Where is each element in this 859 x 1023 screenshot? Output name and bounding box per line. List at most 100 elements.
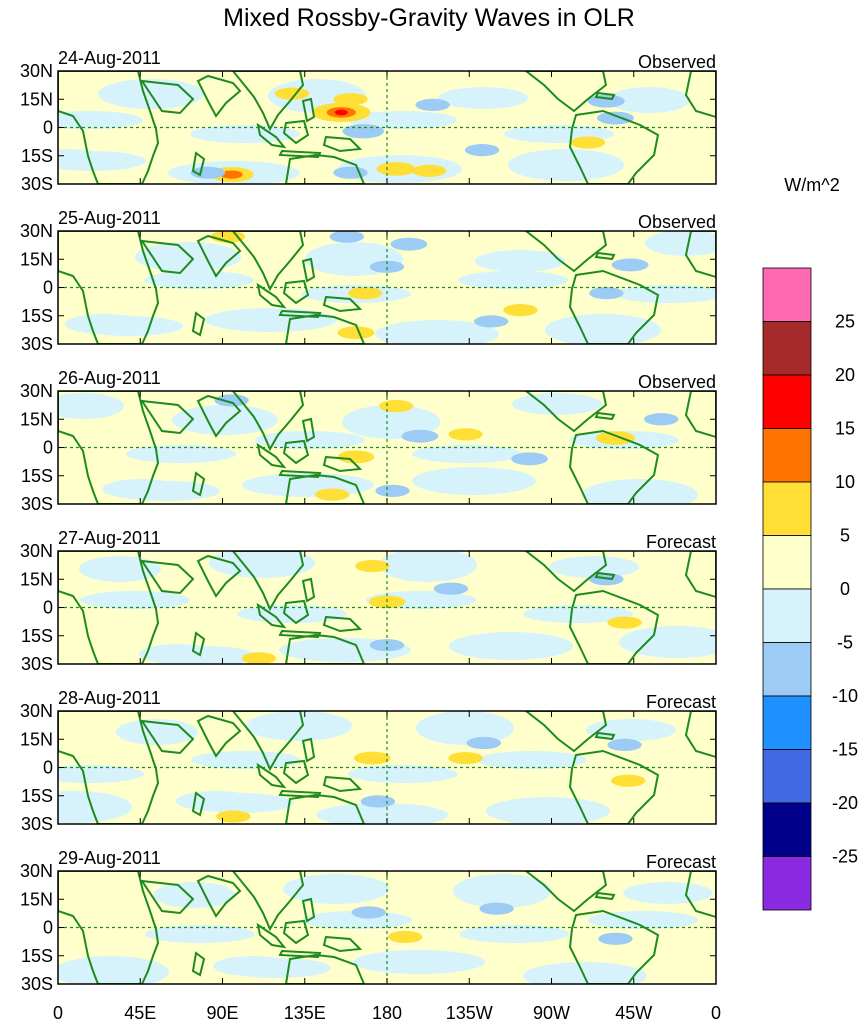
negative-zone — [416, 711, 514, 745]
negative-zone — [348, 765, 458, 783]
y-tick-label: 0 — [43, 278, 53, 298]
negative-zone — [549, 556, 639, 578]
negative-zone — [126, 445, 236, 463]
x-tick-label: 180 — [372, 1003, 402, 1023]
map-panel: 25-Aug-2011 Observed 30N 15N 0 15S 30S — [20, 208, 717, 354]
olr-anomaly — [473, 315, 509, 328]
negative-zone — [58, 151, 146, 171]
colorbar-label: -10 — [832, 686, 858, 706]
map-panel: 24-Aug-2011 Observed 30N 15N 0 15S 30S — [20, 48, 717, 194]
colorbar-label: 10 — [835, 472, 855, 492]
negative-zone — [375, 320, 499, 344]
panel-date: 28-Aug-2011 — [58, 688, 161, 708]
x-tick-label: 135E — [284, 1003, 326, 1023]
negative-zone — [58, 791, 132, 823]
olr-anomaly — [378, 399, 414, 413]
colorbar-swatch — [762, 642, 812, 697]
y-tick-label: 30N — [20, 701, 53, 721]
olr-anomaly — [595, 431, 636, 445]
map-panel: 29-Aug-2011 Forecast 30N 15N 0 15S 30S — [20, 848, 717, 994]
olr-anomaly — [388, 930, 423, 944]
olr-anomaly — [503, 304, 538, 317]
olr-anomaly — [607, 738, 642, 751]
y-tick-label: 15N — [20, 729, 53, 749]
negative-zone — [153, 882, 235, 908]
y-tick-label: 30S — [21, 334, 53, 354]
olr-anomaly — [611, 258, 649, 272]
panel-kind: Forecast — [646, 852, 716, 872]
panel-kind: Forecast — [646, 692, 716, 712]
negative-zone — [80, 591, 190, 609]
colorbar-label: -20 — [832, 793, 858, 813]
y-tick-label: 15N — [20, 889, 53, 909]
olr-anomaly — [448, 428, 483, 441]
negative-zone — [615, 285, 716, 303]
olr-anomaly — [587, 94, 625, 108]
olr-anomaly — [401, 429, 439, 443]
panel-kind: Observed — [638, 212, 716, 232]
olr-anomaly — [570, 136, 606, 149]
olr-anomaly — [607, 616, 642, 629]
y-tick-label: 15N — [20, 89, 53, 109]
olr-anomaly — [511, 452, 548, 466]
x-tick-label: 0 — [53, 1003, 63, 1023]
colorbar-swatch — [762, 267, 812, 322]
colorbar-swatch — [762, 749, 812, 804]
negative-zone — [144, 271, 254, 289]
olr-anomaly — [216, 810, 251, 823]
panel-date: 29-Aug-2011 — [58, 848, 161, 868]
negative-zone — [149, 646, 257, 664]
negative-zone — [645, 231, 716, 256]
olr-anomaly — [466, 736, 502, 750]
y-tick-label: 15S — [21, 946, 53, 966]
negative-zone — [246, 711, 352, 741]
colorbar-swatch — [762, 695, 812, 750]
olr-anomaly — [411, 164, 447, 177]
olr-anomaly — [342, 124, 385, 139]
olr-anomaly — [353, 751, 391, 765]
colorbar-label: 25 — [835, 312, 855, 332]
olr-anomaly-peak — [334, 109, 348, 116]
panel-kind: Observed — [638, 52, 716, 72]
colorbar-swatch — [762, 428, 812, 483]
olr-anomaly — [611, 774, 646, 787]
olr-anomaly — [337, 326, 375, 340]
negative-zone — [619, 626, 716, 658]
olr-anomaly-core — [220, 170, 243, 179]
negative-zone — [316, 803, 448, 824]
y-tick-label: 15N — [20, 249, 53, 269]
x-tick-label: 45E — [124, 1003, 156, 1023]
olr-anomaly — [241, 652, 277, 664]
colorbar-swatch — [762, 802, 812, 857]
y-tick-label: 30N — [20, 61, 53, 81]
panel-date: 27-Aug-2011 — [58, 528, 161, 548]
olr-anomaly — [314, 488, 350, 501]
olr-anomaly — [643, 413, 679, 426]
panel-kind: Forecast — [646, 532, 716, 552]
negative-zone — [449, 632, 573, 660]
negative-zone — [205, 308, 337, 332]
colorbar-label: -15 — [832, 740, 858, 760]
olr-anomaly — [589, 287, 624, 300]
colorbar-label: 0 — [840, 579, 850, 599]
x-tick-label: 90W — [533, 1003, 570, 1023]
y-tick-label: 30N — [20, 381, 53, 401]
negative-zone — [347, 111, 457, 129]
olr-anomaly — [464, 144, 500, 157]
x-tick-label: 90E — [206, 1003, 238, 1023]
olr-anomaly — [329, 231, 364, 243]
y-tick-label: 30S — [21, 494, 53, 514]
negative-zone — [302, 911, 412, 929]
x-tick-label: 45W — [615, 1003, 652, 1023]
negative-zone — [582, 479, 698, 504]
colorbar-label: 20 — [835, 365, 855, 385]
negative-zone — [523, 962, 647, 984]
panel-date: 24-Aug-2011 — [58, 48, 161, 68]
y-tick-label: 15S — [21, 626, 53, 646]
olr-anomaly — [360, 795, 396, 808]
negative-zone — [145, 925, 255, 943]
olr-anomaly — [333, 93, 368, 106]
colorbar-swatch — [762, 481, 812, 536]
x-tick-label: 0 — [711, 1003, 721, 1023]
